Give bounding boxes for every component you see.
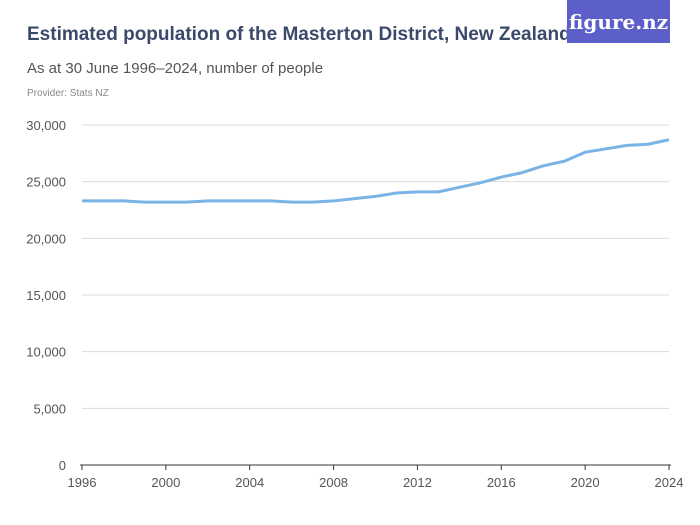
provider-label: Provider: Stats NZ: [27, 88, 109, 99]
x-tick-label: 1996: [68, 475, 97, 490]
y-tick-label: 20,000: [26, 231, 66, 246]
x-tick-label: 2008: [319, 475, 348, 490]
y-tick-label: 0: [59, 458, 66, 473]
x-tick-label: 2012: [403, 475, 432, 490]
chart-title: Estimated population of the Masterton Di…: [27, 24, 571, 45]
x-tick-label: 2016: [487, 475, 516, 490]
chart-subtitle: As at 30 June 1996–2024, number of peopl…: [27, 60, 324, 77]
y-tick-label: 25,000: [26, 175, 66, 190]
x-tick-label: 2004: [235, 475, 264, 490]
x-tick-label: 2000: [151, 475, 180, 490]
x-tick-label: 2024: [655, 475, 684, 490]
series-line: [82, 138, 670, 204]
y-tick-label: 5,000: [33, 401, 66, 416]
y-tick-label: 10,000: [26, 345, 66, 360]
y-tick-label: 15,000: [26, 288, 66, 303]
x-tick-label: 2020: [571, 475, 600, 490]
y-tick-label: 30,000: [26, 118, 66, 133]
figure-nz-logo[interactable]: figure.nz: [567, 0, 670, 43]
